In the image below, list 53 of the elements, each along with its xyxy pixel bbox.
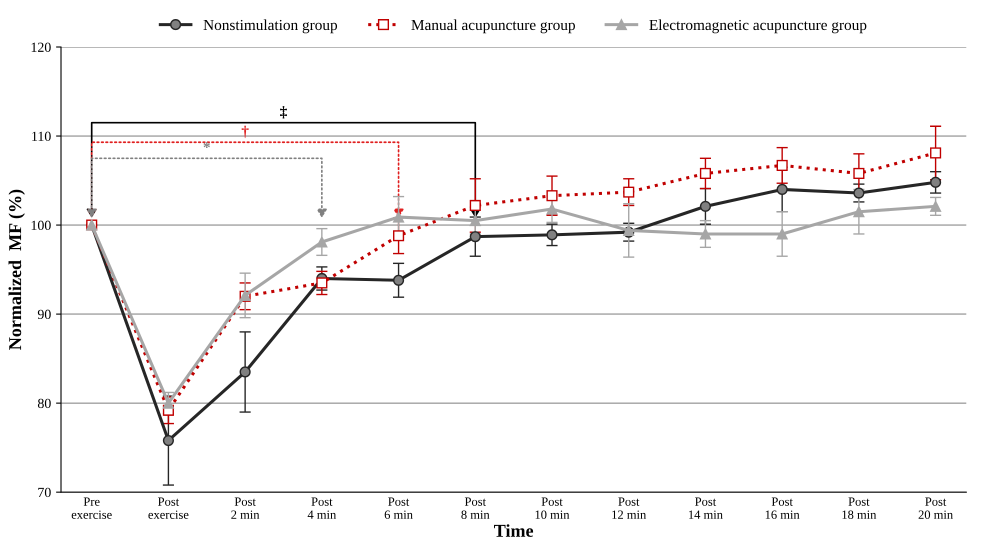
x-axis-title: Time [494,524,534,537]
legend-label: Electromagnetic acupuncture group [649,19,866,34]
x-tick-label: Post 16 min [766,498,800,519]
point [853,187,864,199]
point [316,236,328,248]
point [776,160,788,171]
point [470,215,481,226]
y-axis-title: Normalized MF (%) [8,190,25,350]
legend-label: Manual acupuncture group [411,19,575,34]
point [853,168,864,179]
point [240,366,251,378]
x-tick-label: Post 4 min [308,498,336,519]
point [546,203,558,215]
x-tick-label: Post 18 min [842,498,876,519]
annotation: * [204,142,210,148]
x-tick-label: Post 2 min [231,498,260,519]
point [930,200,942,212]
x-tick-label: Post 14 min [689,498,723,519]
point [316,277,328,288]
point [700,168,711,179]
x-tick-label: Post exercise [148,498,188,519]
x-tick-label: Pre exercise [72,498,112,519]
point [700,228,711,240]
x-tick-label: Post 6 min [384,498,413,519]
x-tick-label: Post 8 min [461,498,490,519]
point [853,206,864,218]
annotation: † [242,126,249,138]
y-tick-label: 80 [38,398,51,408]
y-tick-label: 110 [32,132,51,141]
point [776,184,788,196]
x-tick-label: Post 10 min [536,498,570,519]
point [393,212,404,223]
point [393,230,404,242]
point [776,228,788,240]
point [930,176,942,188]
point [162,434,174,446]
legend-label: Nonstimulation group [204,19,338,34]
y-tick-label: 120 [32,42,51,52]
point [546,229,558,240]
annotation: ‡ [280,106,287,119]
y-tick-label: 70 [38,488,51,498]
point [623,186,634,198]
point [162,398,174,409]
x-tick-label: Post 12 min [612,498,646,519]
y-tick-label: 90 [38,310,51,320]
point [930,147,942,159]
y-tick-label: 100 [32,220,51,230]
x-tick-label: Post 20 min [918,498,953,519]
point [393,274,404,286]
point [470,231,481,242]
point [546,190,558,202]
point [470,200,481,212]
point [700,200,711,212]
